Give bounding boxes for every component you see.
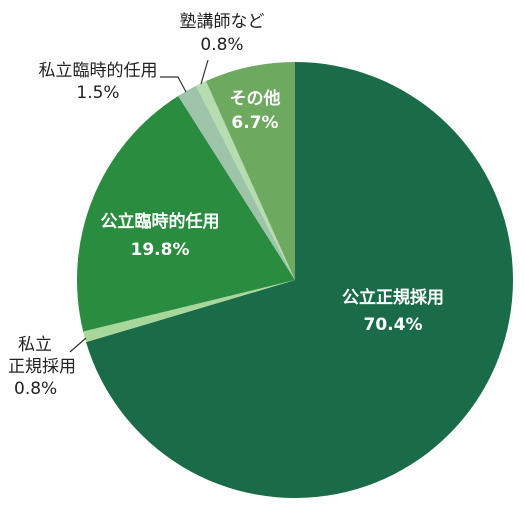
slice-label-private-temporary: 私立臨時的任用 bbox=[39, 61, 158, 81]
pie-slice-private-temporary bbox=[178, 85, 295, 280]
slice-label-public-temporary: 公立臨時的任用 bbox=[101, 211, 220, 232]
leader-line-cram-school bbox=[200, 59, 209, 85]
slice-value-other: 6.7% bbox=[231, 113, 278, 133]
leader-line-private-temporary bbox=[160, 76, 187, 93]
slice-label-private-regular-line1: 私立 bbox=[18, 335, 52, 355]
slice-value-private-regular: 0.8% bbox=[14, 379, 57, 399]
slice-value-public-regular: 70.4% bbox=[364, 315, 423, 335]
leader-line-private-regular bbox=[69, 337, 87, 353]
pie-slices bbox=[76, 61, 513, 498]
slice-value-cram-school: 0.8% bbox=[200, 35, 243, 55]
slice-label-other: その他 bbox=[230, 88, 281, 109]
slice-value-public-temporary: 19.8% bbox=[131, 240, 190, 260]
pie-slice-other bbox=[205, 61, 295, 280]
pie-slice-public-temporary bbox=[76, 95, 296, 332]
slice-label-cram-school: 塾講師など bbox=[180, 11, 265, 32]
pie-slice-public-regular bbox=[86, 62, 513, 498]
slice-label-private-regular-line2: 正規採用 bbox=[8, 357, 76, 377]
pie-slice-cram-school bbox=[196, 81, 295, 280]
slice-value-private-temporary: 1.5% bbox=[76, 83, 119, 103]
slice-label-public-regular: 公立正規採用 bbox=[342, 287, 444, 308]
pie-slice-private-regular bbox=[83, 280, 296, 343]
